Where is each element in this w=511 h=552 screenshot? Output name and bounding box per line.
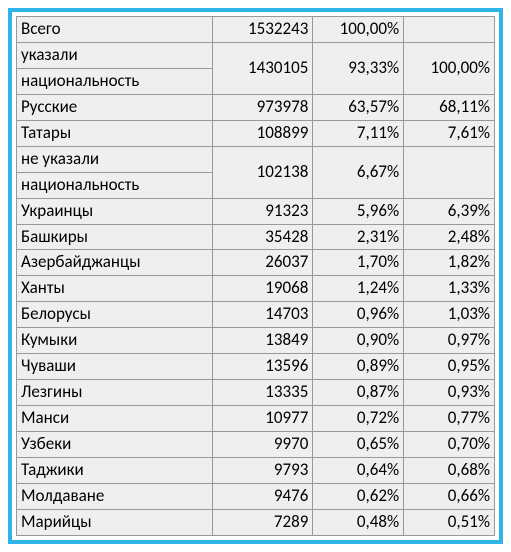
row-label: Молдаване [17,483,213,509]
row-pct1: 0,89% [313,354,404,380]
row-pct1: 0,72% [313,406,404,432]
row-pct2: 100,00% [404,42,495,94]
row-count: 102138 [212,146,312,198]
row-label: указали [17,42,213,68]
table-row: Таджики97930,64%0,68% [17,457,495,483]
row-pct2 [404,146,495,198]
table-row: Манси109770,72%0,77% [17,406,495,432]
row-label: Азербайджанцы [17,250,213,276]
row-pct1: 7,11% [313,120,404,146]
row-label: Лезгины [17,380,213,406]
row-pct2: 68,11% [404,94,495,120]
row-count: 14703 [212,302,312,328]
row-label: национальность [17,172,213,198]
nationality-table: Всего1532243100,00%указали143010593,33%1… [16,16,495,536]
table-row: Всего1532243100,00% [17,17,495,43]
row-pct1: 6,67% [313,146,404,198]
table-row: Марийцы72890,48%0,51% [17,509,495,535]
row-pct1: 63,57% [313,94,404,120]
row-count: 9476 [212,483,312,509]
row-label: Татары [17,120,213,146]
table-row: не указали1021386,67% [17,146,495,172]
row-count: 973978 [212,94,312,120]
table-row: Украинцы913235,96%6,39% [17,198,495,224]
row-label: Чуваши [17,354,213,380]
row-pct1: 0,96% [313,302,404,328]
row-pct1: 100,00% [313,17,404,43]
row-pct2: 0,77% [404,406,495,432]
row-label: Белорусы [17,302,213,328]
row-count: 108899 [212,120,312,146]
row-pct1: 0,65% [313,432,404,458]
row-pct1: 0,90% [313,328,404,354]
row-label: Марийцы [17,509,213,535]
table-row: Молдаване94760,62%0,66% [17,483,495,509]
table-row: Белорусы147030,96%1,03% [17,302,495,328]
row-pct1: 1,70% [313,250,404,276]
table-row: Русские97397863,57%68,11% [17,94,495,120]
row-pct2: 6,39% [404,198,495,224]
row-label: Украинцы [17,198,213,224]
row-label: национальность [17,68,213,94]
row-count: 9793 [212,457,312,483]
row-count: 26037 [212,250,312,276]
row-count: 9970 [212,432,312,458]
row-pct2: 0,95% [404,354,495,380]
row-count: 35428 [212,224,312,250]
row-count: 7289 [212,509,312,535]
row-count: 91323 [212,198,312,224]
table-row: указали143010593,33%100,00% [17,42,495,68]
row-count: 13596 [212,354,312,380]
row-pct2 [404,17,495,43]
row-pct1: 93,33% [313,42,404,94]
row-pct2: 1,03% [404,302,495,328]
row-pct2: 0,66% [404,483,495,509]
table-row: Чуваши135960,89%0,95% [17,354,495,380]
row-pct1: 0,87% [313,380,404,406]
row-label: не указали [17,146,213,172]
row-pct2: 7,61% [404,120,495,146]
row-label: Всего [17,17,213,43]
row-count: 10977 [212,406,312,432]
row-label: Русские [17,94,213,120]
row-pct2: 1,33% [404,276,495,302]
row-pct1: 0,62% [313,483,404,509]
table-row: Азербайджанцы260371,70%1,82% [17,250,495,276]
row-pct2: 0,97% [404,328,495,354]
table-row: Кумыки138490,90%0,97% [17,328,495,354]
row-pct1: 0,48% [313,509,404,535]
row-count: 13849 [212,328,312,354]
row-label: Кумыки [17,328,213,354]
row-count: 13335 [212,380,312,406]
row-label: Манси [17,406,213,432]
row-label: Таджики [17,457,213,483]
table-row: Лезгины133350,87%0,93% [17,380,495,406]
row-pct1: 0,64% [313,457,404,483]
row-label: Башкиры [17,224,213,250]
row-pct2: 0,51% [404,509,495,535]
row-label: Узбеки [17,432,213,458]
row-pct2: 0,68% [404,457,495,483]
table-frame: Всего1532243100,00%указали143010593,33%1… [8,8,503,544]
row-pct1: 2,31% [313,224,404,250]
table-row: Татары1088997,11%7,61% [17,120,495,146]
row-count: 19068 [212,276,312,302]
row-count: 1430105 [212,42,312,94]
row-pct1: 5,96% [313,198,404,224]
table-row: Ханты190681,24%1,33% [17,276,495,302]
row-pct2: 0,93% [404,380,495,406]
row-pct1: 1,24% [313,276,404,302]
table-row: Башкиры354282,31%2,48% [17,224,495,250]
row-label: Ханты [17,276,213,302]
row-count: 1532243 [212,17,312,43]
row-pct2: 1,82% [404,250,495,276]
table-row: Узбеки99700,65%0,70% [17,432,495,458]
row-pct2: 0,70% [404,432,495,458]
row-pct2: 2,48% [404,224,495,250]
